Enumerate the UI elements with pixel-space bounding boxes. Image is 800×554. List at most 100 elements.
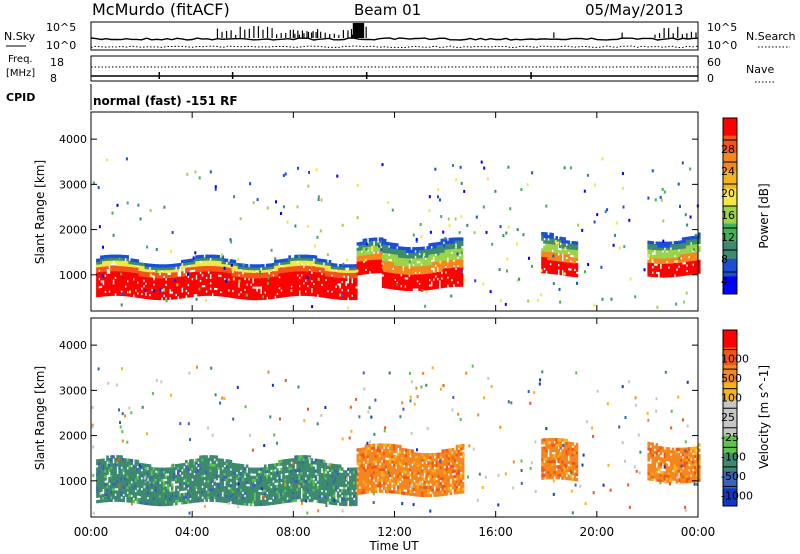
echo-cell [302,482,305,486]
echo-cell [414,277,417,281]
echo-cell [306,265,310,269]
echo-cell [312,466,316,470]
echo-cell [284,288,287,292]
echo-cell [128,274,131,278]
echo-cell [559,250,562,254]
echo-cell [432,272,435,276]
echo-cell [649,240,652,245]
echo-cell [428,281,431,285]
echo-cell [280,478,283,482]
echo-cell [259,472,263,477]
echo-cell [259,502,263,506]
echo-cell [227,494,231,499]
colorbar-tick-label: 12 [721,231,735,244]
echo-cell [396,251,399,255]
echo-cell [185,259,188,263]
echo-cell [243,496,247,501]
echo-cell [185,500,188,504]
echo-point [537,299,539,302]
echo-cell [383,247,387,251]
echo-cell [294,496,297,500]
echo-cell [651,246,655,250]
echo-cell [144,496,148,500]
echo-cell [108,257,111,261]
echo-cell [257,264,261,268]
echo-cell [653,254,657,259]
echo-cell [227,294,231,298]
echo-cell [201,471,204,475]
echo-cell [370,264,374,269]
echo-cell [106,279,109,283]
echo-cell [114,463,117,467]
echo-cell [247,489,251,493]
echo-cell [663,255,667,259]
echo-cell [356,461,360,466]
echo-cell [387,269,391,273]
echo-cell [207,476,210,481]
echo-cell [351,291,354,295]
echo-cell [223,472,227,476]
echo-cell [134,272,138,276]
echo-cell [355,274,358,279]
echo-cell [175,287,178,292]
echo-cell [116,485,119,489]
echo-cell [241,499,245,503]
echo-cell [316,269,320,273]
echo-cell [262,288,265,292]
echo-cell [100,293,103,297]
echo-cell [170,288,174,292]
echo-cell [168,264,172,268]
freq-panel [90,55,699,82]
echo-cell [312,290,316,294]
echo-cell [100,488,103,492]
echo-cell [304,463,308,467]
echo-cell [215,493,218,497]
echo-cell [290,260,293,264]
echo-cell [205,279,208,283]
echo-cell [328,284,332,288]
echo-cell [308,487,312,492]
echo-cell [334,277,338,281]
echo-cell [306,487,310,492]
echo-cell [404,252,407,256]
echo-cell [128,491,131,495]
echo-cell [288,266,291,270]
echo-cell [223,477,227,482]
echo-cell [288,499,291,503]
echo-cell [245,472,249,476]
echo-point [516,228,519,232]
echo-cell [110,270,113,275]
echo-cell [694,252,697,256]
echo-cell [183,462,186,467]
echo-cell [217,490,221,495]
echo-cell [241,269,245,273]
echo-cell [193,477,196,482]
nsky-spikes [216,23,697,38]
echo-cell [122,482,125,486]
echo-cell [158,483,162,488]
echo-cell [454,278,458,282]
echo-cell [561,264,564,268]
echo-cell [322,275,326,279]
echo-cell [124,463,127,467]
echo-cell [223,285,227,289]
echo-cell [122,257,125,261]
echo-cell [126,276,129,281]
echo-cell [322,500,326,504]
echo-cell [454,248,458,252]
echo-cell [667,249,671,253]
echo-cell [120,468,123,473]
echo-cell [278,294,281,298]
echo-point [340,293,343,297]
echo-cell [156,269,160,273]
echo-cell [213,262,216,267]
echo-point [284,172,287,176]
echo-cell [567,254,571,258]
echo-cell [241,483,245,487]
echo-cell [392,264,395,268]
echo-cell [428,256,431,261]
echo-cell [274,270,277,275]
echo-point [129,290,131,294]
echo-cell [394,262,397,266]
echo-cell [356,242,360,246]
